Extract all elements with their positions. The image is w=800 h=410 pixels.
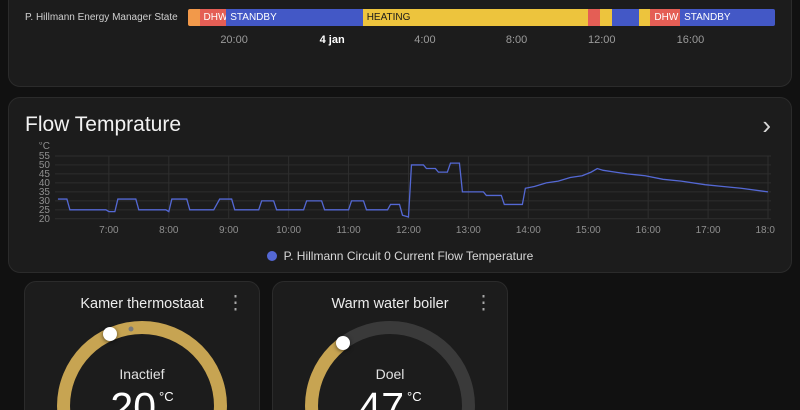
timeline-tick: 4:00 xyxy=(414,34,436,46)
temperature-value: 20 xyxy=(110,383,156,410)
state-timeline-bar[interactable]: DHW STANDBY HEATING DHW STANDBY xyxy=(187,9,775,26)
svg-text:10:00: 10:00 xyxy=(276,225,301,236)
svg-text:9:00: 9:00 xyxy=(219,225,239,236)
hvac-status: Inactief xyxy=(119,365,165,382)
svg-text:25: 25 xyxy=(39,205,51,216)
timeline-segment-label: DHW xyxy=(203,12,227,23)
timeline-segment-heating[interactable]: HEATING xyxy=(362,9,589,26)
timeline-segment-standby[interactable]: STANDBY xyxy=(680,9,775,26)
svg-text:14:00: 14:00 xyxy=(516,225,541,236)
chart-legend: P. Hillmann Circuit 0 Current Flow Tempe… xyxy=(25,248,775,264)
timeline-segment[interactable] xyxy=(600,9,612,26)
timeline-tick: 16:00 xyxy=(676,34,705,46)
timeline-segment[interactable] xyxy=(588,9,600,26)
temperature-value: 47 xyxy=(358,383,404,410)
timeline-tick: 4 jan xyxy=(319,34,345,46)
timeline-segment[interactable] xyxy=(187,9,200,26)
card-title: Warm water boiler xyxy=(331,295,449,312)
thermostat-card-kamer: Kamer thermostaat ⋮ Inactief 20 °C ,1 xyxy=(24,280,260,410)
svg-text:50: 50 xyxy=(39,160,51,171)
timeline-segment[interactable] xyxy=(611,9,639,26)
timeline-segment-label: STANDBY xyxy=(684,12,731,23)
more-options-icon[interactable]: ⋮ xyxy=(226,292,245,314)
state-timeline-main: DHW STANDBY HEATING DHW STANDBY 20:00 4 jan 4:… xyxy=(187,9,775,48)
svg-text:18:00: 18:00 xyxy=(756,225,775,236)
more-options-icon[interactable]: ⋮ xyxy=(474,292,493,314)
svg-text:°C: °C xyxy=(39,142,50,152)
svg-text:16:00: 16:00 xyxy=(636,225,661,236)
card-title: Kamer thermostaat xyxy=(80,295,204,312)
svg-text:7:00: 7:00 xyxy=(99,225,119,236)
legend-label: P. Hillmann Circuit 0 Current Flow Tempe… xyxy=(283,248,534,263)
state-timeline-card: P. Hillmann Energy Manager State DHW STAN… xyxy=(8,0,792,87)
chevron-right-icon[interactable]: › xyxy=(762,110,771,140)
timeline-segment-dhw[interactable]: DHW xyxy=(199,9,227,26)
temperature-unit: °C xyxy=(159,388,174,404)
svg-text:12:00: 12:00 xyxy=(396,225,421,236)
thermostat-card-boiler: Warm water boiler ⋮ Doel 47 °C ,0 xyxy=(272,280,508,410)
svg-text:17:00: 17:00 xyxy=(696,225,721,236)
temperature-unit: °C xyxy=(407,388,422,404)
state-timeline-row: P. Hillmann Energy Manager State DHW STAN… xyxy=(25,9,775,48)
temperature-frac: °C ,0 xyxy=(407,387,422,410)
bottom-card-row: Kamer thermostaat ⋮ Inactief 20 °C ,1 xyxy=(24,280,792,410)
svg-text:13:00: 13:00 xyxy=(456,225,481,236)
svg-text:8:00: 8:00 xyxy=(159,225,179,236)
thermostat-dial[interactable]: Inactief 20 °C ,1 xyxy=(57,320,227,410)
dial-content: Doel 47 °C ,0 xyxy=(318,334,462,410)
timeline-segment-label: HEATING xyxy=(366,12,411,23)
timeline-tick: 8:00 xyxy=(505,34,528,46)
flow-card-header: Flow Temprature › xyxy=(25,112,775,138)
gauge-knob[interactable] xyxy=(103,327,118,342)
thermostat-dial[interactable]: Doel 47 °C ,0 xyxy=(305,320,475,410)
timeline-segment[interactable] xyxy=(638,9,651,26)
state-timeline-label: P. Hillmann Energy Manager State xyxy=(25,12,178,23)
gauge-current-dot xyxy=(128,326,134,332)
svg-text:45: 45 xyxy=(39,169,51,180)
gauge-knob[interactable] xyxy=(336,336,351,351)
svg-text:15:00: 15:00 xyxy=(576,225,601,236)
svg-text:40: 40 xyxy=(39,178,51,189)
timeline-tick: 12:00 xyxy=(587,34,616,46)
temperature-frac: °C ,1 xyxy=(159,387,174,410)
legend-dot xyxy=(266,250,277,261)
svg-text:11:00: 11:00 xyxy=(336,225,361,236)
timeline-segment-label: DHW xyxy=(654,12,679,23)
target-status: Doel xyxy=(375,365,405,382)
dial-content: Inactief 20 °C ,1 xyxy=(70,334,214,410)
svg-text:35: 35 xyxy=(39,187,51,198)
card-title: Flow Temprature xyxy=(25,113,182,136)
timeline-segment-standby[interactable]: STANDBY xyxy=(226,9,363,26)
svg-text:20: 20 xyxy=(39,214,51,225)
temperature-display: 47 °C ,0 xyxy=(358,383,422,410)
flow-temperature-card: Flow Temprature › 20 25 30 35 40 45 50 55 7:00 8:… xyxy=(8,97,792,273)
timeline-tick: 20:00 xyxy=(220,34,248,46)
svg-text:55: 55 xyxy=(39,151,51,162)
timeline-segment-label: STANDBY xyxy=(230,12,277,23)
svg-text:30: 30 xyxy=(39,196,51,207)
temperature-display: 20 °C ,1 xyxy=(110,383,174,410)
state-timeline-ticks: 20:00 4 jan 4:00 8:00 12:00 16:00 xyxy=(188,34,775,48)
timeline-segment-dhw[interactable]: DHW xyxy=(650,9,681,26)
